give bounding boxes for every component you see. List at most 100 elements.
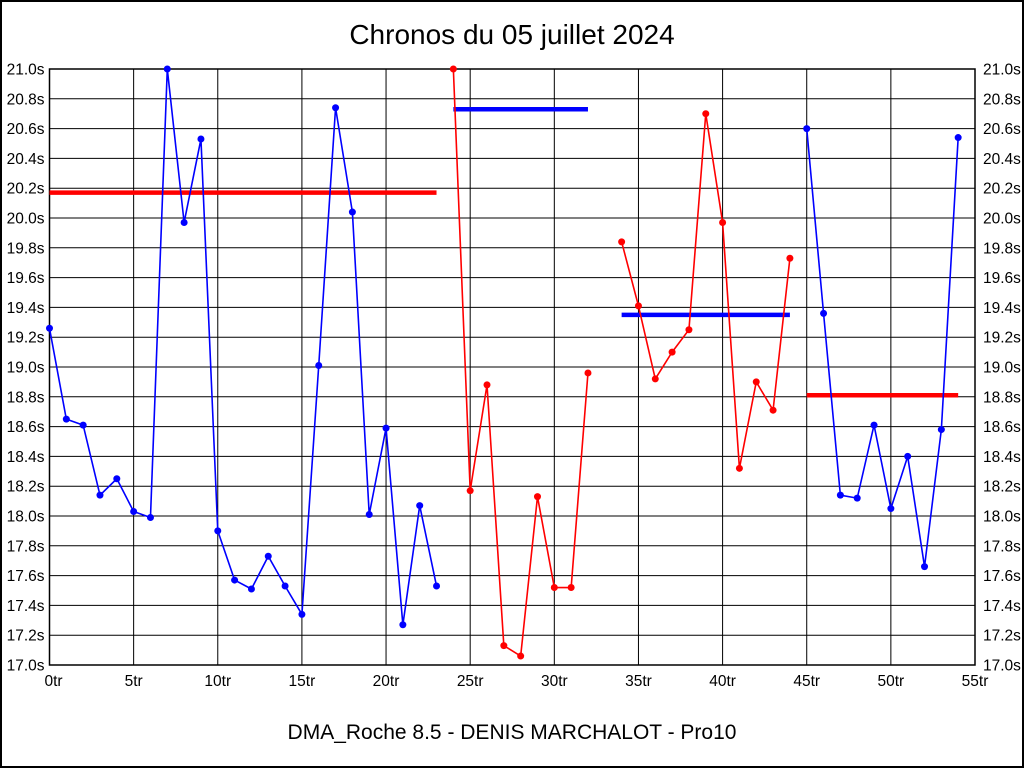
stint-2-point bbox=[567, 584, 575, 592]
y-axis-label-right: 18.8s bbox=[983, 389, 1021, 406]
y-axis-label-right: 17.8s bbox=[983, 538, 1021, 555]
y-axis-label-right: 20.0s bbox=[983, 211, 1021, 228]
y-axis-label-left: 19.8s bbox=[7, 240, 45, 257]
stint-1-point bbox=[264, 552, 272, 560]
y-axis-label-left: 17.2s bbox=[7, 628, 45, 645]
stint-2-line bbox=[452, 68, 589, 658]
stint-2-point bbox=[517, 652, 525, 660]
x-axis-label: 10tr bbox=[204, 673, 231, 690]
stint-4-point bbox=[820, 309, 828, 317]
y-axis-label-right: 21.0s bbox=[983, 62, 1021, 79]
stint-2-point bbox=[533, 493, 541, 501]
stint-3-point bbox=[618, 238, 626, 246]
y-axis-label-left: 19.4s bbox=[7, 300, 45, 317]
chart-title: Chronos du 05 juillet 2024 bbox=[349, 19, 675, 50]
stint-4-point bbox=[887, 505, 895, 513]
y-axis-label-left: 20.0s bbox=[7, 211, 45, 228]
y-axis-label-right: 19.6s bbox=[983, 270, 1021, 287]
y-axis-label-right: 19.2s bbox=[983, 330, 1021, 347]
y-axis-label-right: 20.4s bbox=[983, 151, 1021, 168]
stint-1-point bbox=[231, 576, 239, 584]
x-axis-label: 30tr bbox=[541, 673, 568, 690]
y-axis-label-left: 19.0s bbox=[7, 360, 45, 377]
stint-4-point bbox=[921, 563, 929, 571]
stint-3-point bbox=[719, 218, 727, 226]
stint-3-point bbox=[702, 110, 710, 118]
stint-1-point bbox=[130, 508, 138, 516]
stint-1-point bbox=[163, 65, 171, 73]
stint-2-point bbox=[483, 381, 491, 389]
y-axis-label-right: 20.6s bbox=[983, 121, 1021, 138]
stint-4-point bbox=[954, 134, 962, 142]
y-axis-label-right: 19.8s bbox=[983, 240, 1021, 257]
y-axis-label-right: 19.0s bbox=[983, 360, 1021, 377]
y-axis-label-left: 19.2s bbox=[7, 330, 45, 347]
stint-1-line bbox=[48, 68, 438, 625]
x-axis-label: 15tr bbox=[289, 673, 316, 690]
x-axis-label: 5tr bbox=[125, 673, 143, 690]
stint-3-point bbox=[651, 375, 659, 383]
stint-4-point bbox=[853, 494, 861, 502]
stint-4-point bbox=[937, 426, 945, 434]
stint-4-line bbox=[805, 128, 959, 567]
stint-1-point bbox=[382, 424, 390, 432]
stint-1-point bbox=[113, 475, 121, 483]
y-axis-label-left: 20.2s bbox=[7, 181, 45, 198]
y-axis-label-right: 18.2s bbox=[983, 479, 1021, 496]
stint-1-point bbox=[214, 527, 222, 535]
stint-1-point bbox=[96, 491, 104, 499]
y-axis-label-right: 19.4s bbox=[983, 300, 1021, 317]
stint-2-point bbox=[584, 369, 592, 377]
stint-3-point bbox=[668, 348, 676, 356]
y-axis-label-left: 20.8s bbox=[7, 91, 45, 108]
stint-1-point bbox=[46, 324, 53, 332]
stint-1-point bbox=[315, 362, 323, 370]
stint-1-point bbox=[146, 513, 154, 521]
stint-1-point bbox=[416, 502, 424, 510]
stint-1-point bbox=[399, 621, 407, 629]
stint-4-point bbox=[803, 125, 811, 133]
y-axis-label-left: 20.6s bbox=[7, 121, 45, 138]
stint-3-line bbox=[620, 113, 791, 469]
y-axis-label-left: 18.2s bbox=[7, 479, 45, 496]
x-axis-label: 20tr bbox=[373, 673, 400, 690]
y-axis-label-right: 17.2s bbox=[983, 628, 1021, 645]
y-axis-label-right: 17.4s bbox=[983, 598, 1021, 615]
stint-2-point bbox=[500, 642, 508, 650]
stint-2-point bbox=[466, 487, 474, 495]
stint-1-point bbox=[433, 582, 441, 590]
stint-3-point bbox=[752, 378, 760, 386]
stint-4-point bbox=[870, 421, 878, 429]
stint-3-point bbox=[735, 464, 743, 472]
y-axis-label-right: 18.0s bbox=[983, 509, 1021, 526]
y-axis-label-left: 18.8s bbox=[7, 389, 45, 406]
y-axis-label-left: 18.4s bbox=[7, 449, 45, 466]
stint-1-point bbox=[62, 415, 70, 423]
stint-3-point bbox=[685, 326, 693, 334]
y-axis-label-left: 17.8s bbox=[7, 538, 45, 555]
x-axis-label: 55tr bbox=[962, 673, 989, 690]
y-axis-label-left: 17.4s bbox=[7, 598, 45, 615]
stint-1-point bbox=[79, 421, 87, 429]
chart-footer: DMA_Roche 8.5 - DENIS MARCHALOT - Pro10 bbox=[287, 721, 737, 744]
x-axis-label: 45tr bbox=[793, 673, 820, 690]
stint-1-point bbox=[197, 135, 205, 143]
stint-2-point bbox=[449, 65, 457, 73]
x-axis-label: 0tr bbox=[44, 673, 62, 690]
stint-1-point bbox=[348, 208, 356, 216]
stint-2-point bbox=[550, 584, 558, 592]
stint-3-point bbox=[769, 406, 777, 414]
y-axis-label-left: 21.0s bbox=[7, 62, 45, 79]
stint-1-point bbox=[247, 585, 255, 593]
y-axis-label-right: 20.8s bbox=[983, 91, 1021, 108]
y-axis-label-left: 19.6s bbox=[7, 270, 45, 287]
stint-4-point bbox=[904, 452, 912, 460]
x-axis-label: 50tr bbox=[878, 673, 905, 690]
y-axis-label-right: 20.2s bbox=[983, 181, 1021, 198]
stint-3-point bbox=[634, 302, 642, 310]
stint-1-point bbox=[180, 218, 188, 226]
x-axis-label: 40tr bbox=[709, 673, 736, 690]
stint-1-point bbox=[281, 582, 289, 590]
